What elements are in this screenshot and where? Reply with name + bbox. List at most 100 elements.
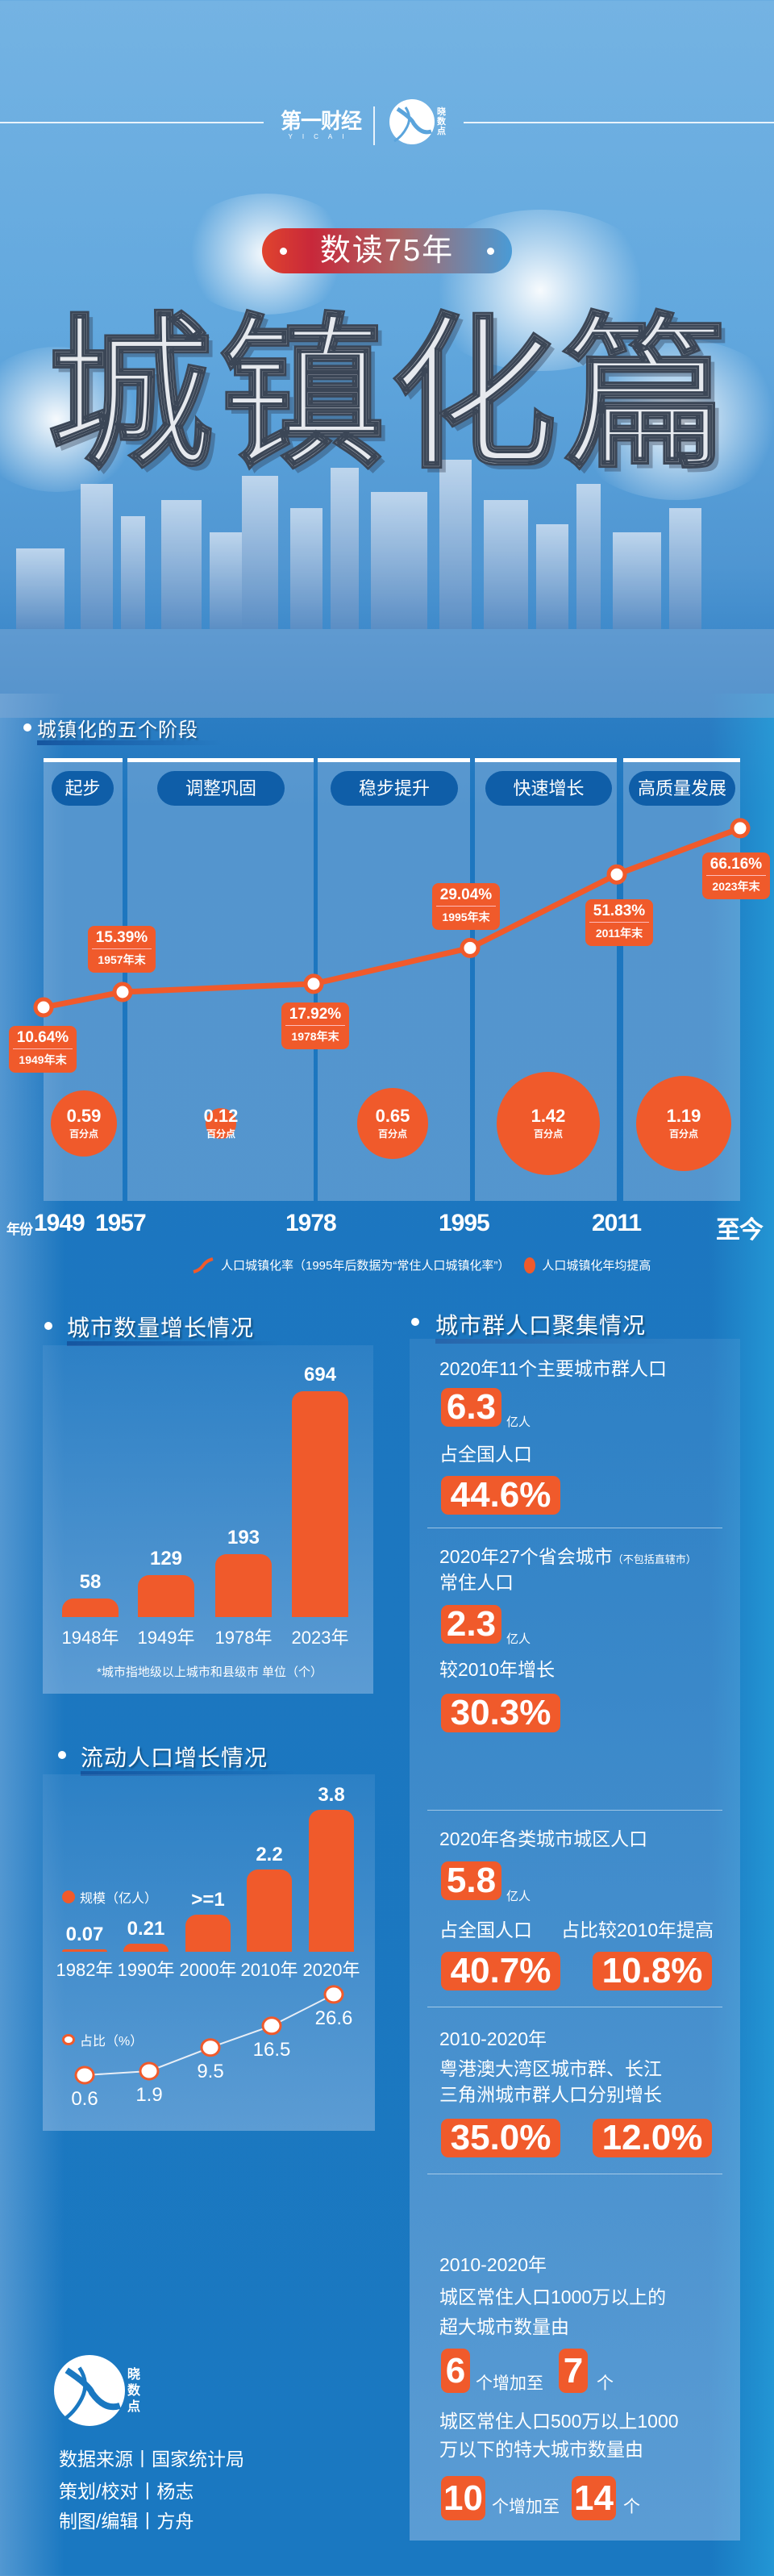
bullet-icon: [44, 1322, 52, 1330]
city-count-bar: [292, 1390, 348, 1617]
credit-design: 制图/编辑丨方舟: [59, 2511, 194, 2532]
badge-pill: 数读75年: [262, 228, 512, 273]
stat-label: 城区常住人口1000万以上的: [439, 2286, 667, 2307]
urbanization-line: [43, 825, 742, 1011]
bullet-icon: [411, 1318, 419, 1326]
chart-legend: 人口城镇化率（1995年后数据为“常住人口城镇化率”） 人口城镇化年均提高: [192, 1257, 651, 1273]
section-title-citycount: 城市数量增长情况: [67, 1311, 282, 1346]
city-count-value: 58: [79, 1570, 102, 1593]
yicai-logo-sub: YICAI: [288, 133, 354, 140]
rate-label-value: 10.64%: [13, 1029, 73, 1049]
legend-bar-icon: [62, 1890, 75, 1903]
logo-divider: [373, 106, 375, 145]
stat-value: 12.0%: [593, 2119, 712, 2157]
rate-label: 51.83% 2011年末: [585, 899, 653, 946]
city-count-bar: [138, 1574, 194, 1617]
section-title-text: 城市群人口聚集情况: [435, 1313, 647, 1338]
floating-scale-value: 0.07: [65, 1923, 104, 1945]
stat-value: 5.8: [441, 1861, 501, 1900]
share-point: [74, 2065, 95, 2085]
floating-scale-value: 3.8: [318, 1784, 345, 1807]
urbanization-point: [460, 937, 481, 958]
annual-increase-unit: 百分点: [668, 1128, 698, 1140]
rate-label-value: 29.04%: [436, 886, 496, 907]
rate-label-value: 15.39%: [92, 929, 152, 949]
footer-logo-icon: [54, 2355, 125, 2426]
rate-label-year: 1949年末: [19, 1053, 67, 1066]
stat-label: 常住人口: [439, 1572, 514, 1593]
rate-label-year: 2023年末: [712, 880, 760, 893]
annual-increase-bubble: [496, 1071, 601, 1176]
floating-scale-bar: [309, 1810, 354, 1952]
cluster-panel: [410, 1339, 740, 2541]
share-value: 1.9: [135, 2083, 163, 2106]
floating-scale-bar: [185, 1914, 231, 1952]
rate-label-value: 66.16%: [706, 856, 766, 876]
city-skyline: [0, 460, 774, 718]
floating-year: 1982年: [56, 1960, 114, 1980]
annual-increase-bubble: [50, 1090, 118, 1157]
floating-scale-bar: [62, 1949, 107, 1952]
floating-year: 2020年: [302, 1960, 360, 1980]
rate-label: 29.04% 1995年末: [432, 883, 500, 930]
annual-increase-bubble: [206, 1108, 236, 1139]
stat-note: （不包括直辖市）: [612, 1553, 697, 1565]
stat-value: 7: [559, 2349, 588, 2393]
yicai-logo: 第一财经 YICAI: [281, 105, 362, 140]
floating-year: 1990年: [117, 1960, 175, 1980]
axis-year: 至今: [716, 1217, 764, 1244]
stat-label: 2010-2020年: [439, 2028, 547, 2049]
legend-dot-icon: [524, 1257, 536, 1273]
axis-year: 1949: [34, 1210, 85, 1236]
bullet-icon: [58, 1751, 66, 1759]
city-count-value: 193: [227, 1527, 260, 1549]
stat-value: 10.8%: [593, 1952, 712, 1990]
divider: [427, 1810, 722, 1811]
urbanization-point: [606, 864, 627, 885]
share-value: 9.5: [197, 2060, 224, 2082]
floating-scale-value: 0.21: [127, 1918, 165, 1940]
city-count-year: 1949年: [137, 1628, 195, 1648]
stat-label: 占全国人口: [439, 1444, 532, 1465]
right-glow: [710, 694, 774, 2576]
urbanization-point: [303, 973, 324, 994]
stat-unit: 亿人: [506, 1890, 531, 1903]
header-line-right: [464, 122, 774, 123]
annual-increase-value: 0.59: [66, 1106, 102, 1126]
legend-line-label: 人口城镇化率（1995年后数据为“常住人口城镇化率”）: [221, 1259, 510, 1273]
annual-increase-text: 1.42 百分点: [512, 1106, 585, 1140]
badge-text: 数读75年: [319, 234, 455, 268]
header-line-left: [0, 122, 264, 123]
annual-increase-bubble: [357, 1088, 428, 1159]
share-point: [323, 1985, 344, 2004]
credit-source: 数据来源丨国家统计局: [59, 2449, 244, 2470]
stat-value: 14: [572, 2476, 616, 2520]
share-line-chart: [74, 1985, 344, 2085]
citycount-note: *城市指地级以上城市和县级市 单位（个）: [97, 1665, 323, 1679]
stat-label: 三角洲城市群人口分别增长: [439, 2084, 662, 2105]
city-count-year: 1978年: [214, 1628, 273, 1648]
annual-increase-unit: 百分点: [533, 1128, 563, 1140]
floating-year: 2010年: [240, 1960, 298, 1980]
annual-increase-unit: 百分点: [69, 1128, 98, 1140]
stat-value: 35.0%: [441, 2119, 560, 2157]
share-value: 0.6: [71, 2088, 98, 2110]
stat-label: 城区常住人口500万以上1000: [439, 2411, 679, 2432]
annual-increase-unit: 百分点: [377, 1128, 407, 1140]
annual-increase-value: 0.65: [375, 1106, 410, 1126]
rate-label: 10.64% 1949年末: [9, 1026, 77, 1073]
stat-label: 占全国人口: [439, 1919, 532, 1940]
bullet-icon: [23, 723, 31, 732]
stat-label: 2020年27个省会城市: [439, 1546, 613, 1567]
section-title-floating: 流动人口增长情况: [81, 1740, 296, 1776]
annual-increase-text: 0.65 百分点: [356, 1106, 429, 1140]
section-title-text: 城镇化的五个阶段: [37, 719, 198, 741]
legend-point-icon: [62, 2034, 75, 2045]
rate-label-year: 1978年末: [291, 1030, 339, 1043]
section-title-stages: 城镇化的五个阶段: [37, 714, 223, 745]
floating-scale-value: >=1: [191, 1888, 225, 1911]
axis-year: 2011: [592, 1210, 642, 1236]
city-count-bar: [62, 1598, 119, 1617]
axis-year: 1957: [95, 1210, 147, 1236]
city-count-bar: [215, 1554, 272, 1617]
